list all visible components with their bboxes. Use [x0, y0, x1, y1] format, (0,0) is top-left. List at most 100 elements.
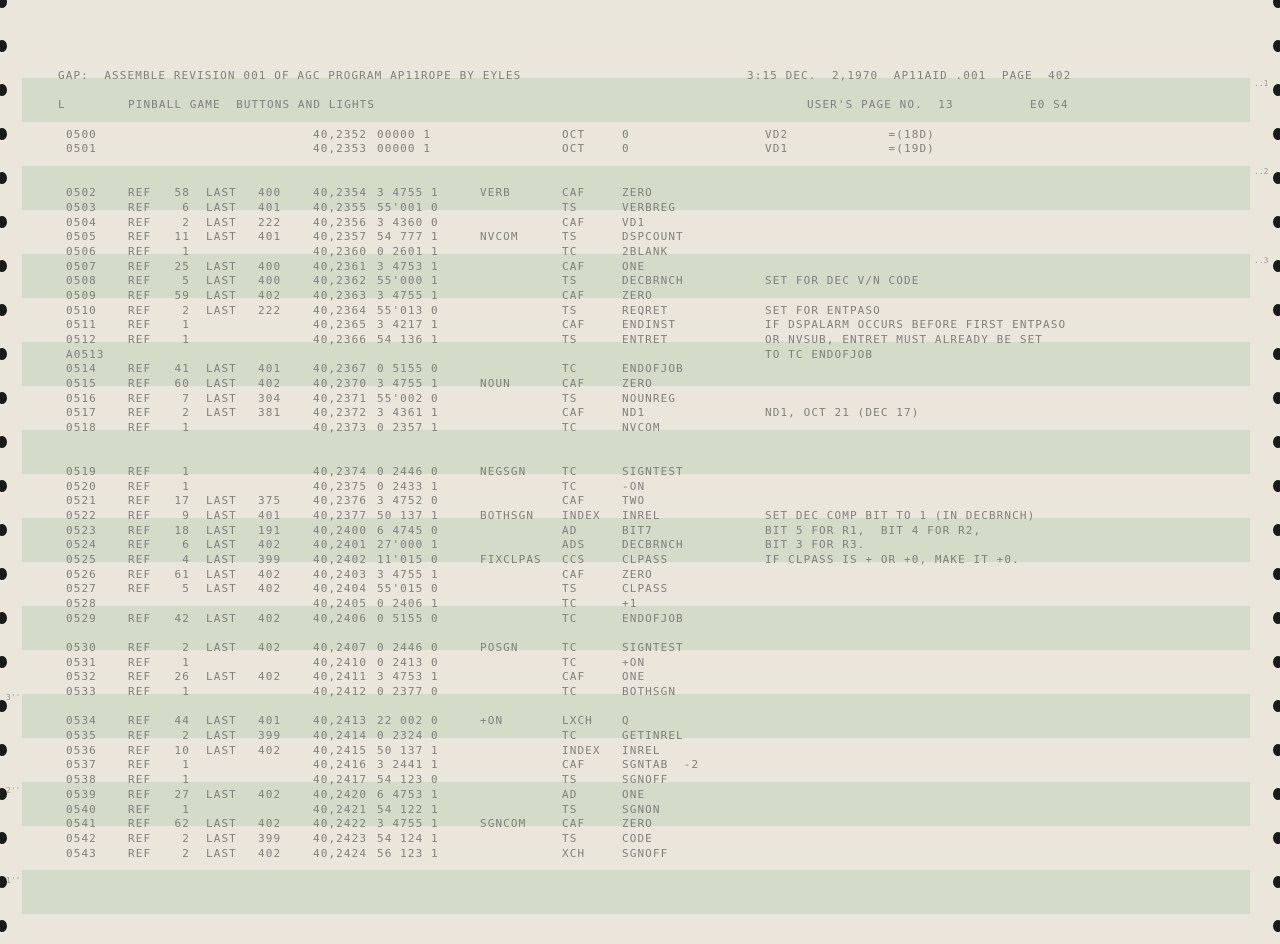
address: 40,2415	[313, 743, 368, 757]
line-number: 0525	[66, 553, 97, 567]
ref-keyword: REF	[128, 641, 152, 655]
octal-code: 0 5155 0	[377, 362, 439, 376]
opcode: TS	[562, 831, 578, 845]
address: 40,2372	[313, 406, 368, 420]
address: 40,2414	[313, 729, 368, 743]
address: 40,2420	[313, 787, 368, 801]
ref-keyword: REF	[128, 787, 152, 801]
comment: ND1, OCT 21 (DEC 17)	[765, 406, 920, 420]
operand: INREL	[622, 509, 661, 523]
ref-keyword: REF	[128, 509, 152, 523]
address: 40,2374	[313, 465, 368, 479]
opcode: TC	[562, 611, 578, 625]
ref-keyword: REF	[128, 274, 152, 288]
section-line: L PINBALL GAME BUTTONS AND LIGHTS USER'S…	[0, 98, 1280, 113]
feed-hole-icon	[1273, 348, 1280, 360]
last-keyword: LAST	[206, 787, 237, 801]
ref-keyword: REF	[128, 303, 152, 317]
ref-keyword: REF	[128, 582, 152, 596]
last-keyword: LAST	[206, 303, 237, 317]
line-number: 0504	[66, 215, 97, 229]
opcode: CAF	[562, 567, 586, 581]
operand: GETINREL	[622, 729, 684, 743]
last-keyword: LAST	[206, 186, 237, 200]
opcode: CAF	[562, 758, 586, 772]
line-number: 0507	[66, 259, 97, 273]
line-number: 0518	[66, 421, 97, 435]
operand: DECBRNCH	[622, 274, 684, 288]
operand: VERBREG	[622, 201, 677, 215]
listing-title: GAP: ASSEMBLE REVISION 001 OF AGC PROGRA…	[58, 69, 522, 82]
feed-hole-icon	[1273, 832, 1280, 844]
octal-code: 50 137 1	[377, 743, 439, 757]
line-number: 0520	[66, 479, 97, 493]
ref-count: 18	[174, 523, 190, 537]
feed-hole-icon	[0, 128, 7, 140]
feed-hole-icon	[1273, 744, 1280, 756]
feed-hole-icon	[0, 832, 7, 844]
feed-hole-icon	[0, 480, 7, 492]
line-number: 0534	[66, 714, 97, 728]
opcode: CAF	[562, 377, 586, 391]
octal-code: 3 4361 1	[377, 406, 439, 420]
feed-hole-icon	[0, 392, 7, 404]
line-number: 0530	[66, 641, 97, 655]
last-page: 399	[258, 831, 282, 845]
last-keyword: LAST	[206, 259, 237, 273]
opcode: CAF	[562, 817, 586, 831]
last-keyword: LAST	[206, 274, 237, 288]
operand: VD1	[622, 215, 646, 229]
feed-hole-icon	[0, 348, 7, 360]
ref-count: 2	[182, 846, 190, 860]
octal-code: 54 124 1	[377, 831, 439, 845]
octal-code: 3 4755 1	[377, 289, 439, 303]
feed-hole-icon	[1273, 788, 1280, 800]
line-number: 0531	[66, 655, 97, 669]
feed-hole-icon	[1273, 656, 1280, 668]
last-page: 304	[258, 391, 282, 405]
octal-code: 3 4360 0	[377, 215, 439, 229]
octal-code: 0 2601 1	[377, 245, 439, 259]
line-number: 0515	[66, 377, 97, 391]
ref-count: 6	[182, 538, 190, 552]
ref-keyword: REF	[128, 567, 152, 581]
last-keyword: LAST	[206, 523, 237, 537]
operand: +ON	[622, 655, 646, 669]
comment: VD1 =(19D)	[765, 142, 935, 156]
octal-code: 55'000 1	[377, 274, 439, 288]
address: 40,2375	[313, 479, 368, 493]
feed-hole-icon	[0, 920, 7, 932]
opcode: TC	[562, 362, 578, 376]
last-keyword: LAST	[206, 817, 237, 831]
opcode: ADS	[562, 538, 586, 552]
last-page: 402	[258, 817, 282, 831]
ref-count: 4	[182, 553, 190, 567]
octal-code: 0 2446 0	[377, 465, 439, 479]
line-number: 0541	[66, 817, 97, 831]
line-number: 0511	[66, 318, 97, 332]
ref-count: 25	[174, 259, 190, 273]
octal-code: 3 4752 0	[377, 494, 439, 508]
greenbar-band	[22, 254, 1250, 298]
ref-count: 2	[182, 729, 190, 743]
operand: ONE	[622, 259, 646, 273]
ref-keyword: REF	[128, 743, 152, 757]
feed-hole-icon	[0, 172, 7, 184]
last-page: 401	[258, 201, 282, 215]
listing-row: 0536 REF 10 LAST 402 40,2415 50 137 1 INDEX INRE…	[0, 744, 1280, 759]
margin-mark: 2''	[6, 786, 21, 795]
operand: ENDINST	[622, 318, 677, 332]
feed-hole-icon	[0, 436, 7, 448]
header-line: GAP: ASSEMBLE REVISION 001 OF AGC PROGRA…	[0, 69, 1280, 84]
comment: TO TC ENDOFJOB	[765, 347, 874, 361]
listing-row: 0535 REF 2 LAST 399 40,2414 0 2324 0 TC GETINREL	[0, 729, 1280, 744]
octal-code: 55'002 0	[377, 391, 439, 405]
address: 40,2417	[313, 773, 368, 787]
listing-row: 0522 REF 9 LAST 401 40,2377 50 137 1 BOTHSGN IND…	[0, 509, 1280, 524]
feed-hole-icon	[1273, 304, 1280, 316]
address: 40,2354	[313, 186, 368, 200]
feed-hole-icon	[1273, 612, 1280, 624]
feed-hole-icon	[0, 260, 7, 272]
last-page: 402	[258, 787, 282, 801]
listing-row: 0501 40,2353 00000 1 OCT 0 VD1 =(19D)	[0, 142, 1280, 157]
